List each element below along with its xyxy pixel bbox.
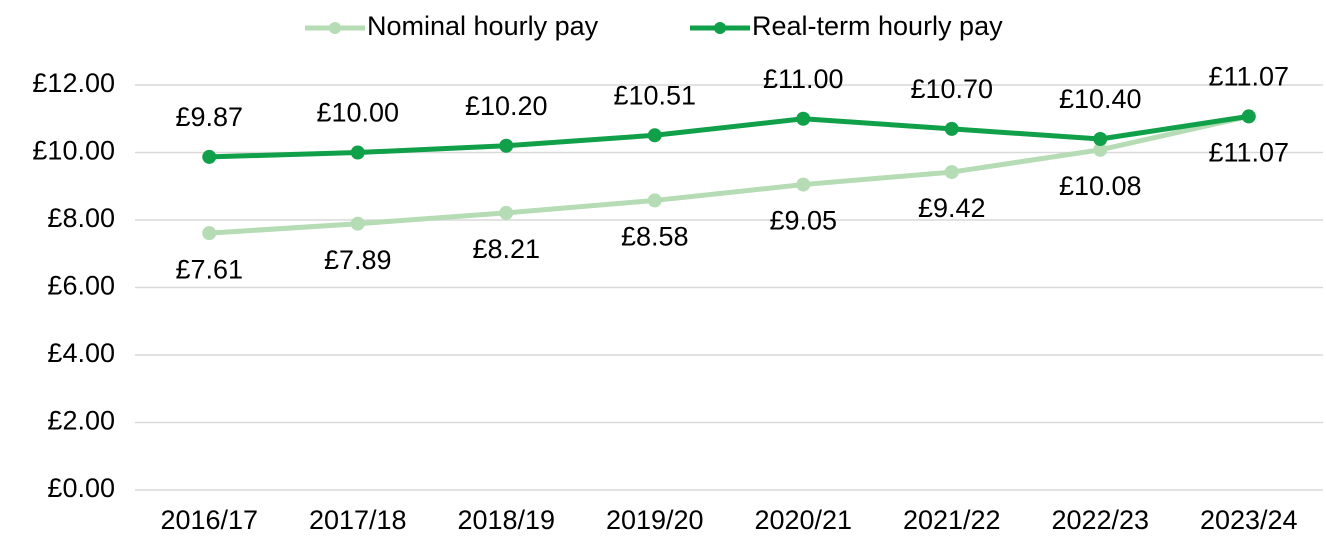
data-label: £9.87 — [175, 102, 243, 132]
data-label: £11.07 — [1208, 62, 1289, 92]
data-label: £7.89 — [324, 245, 392, 275]
x-tick-label: 2017/18 — [309, 505, 407, 535]
data-label: £9.05 — [769, 206, 837, 236]
marker — [350, 145, 365, 160]
marker — [796, 111, 811, 126]
x-tick-label: 2022/23 — [1051, 505, 1149, 535]
x-tick-label: 2019/20 — [606, 505, 704, 535]
series-line — [209, 113, 1250, 160]
marker — [1241, 109, 1256, 124]
series-line — [209, 113, 1250, 236]
x-tick-label: 2016/17 — [160, 505, 258, 535]
y-tick-label: £2.00 — [47, 406, 115, 436]
data-label: £10.20 — [465, 91, 548, 121]
legend-marker — [329, 22, 341, 34]
x-tick-label: 2021/22 — [903, 505, 1001, 535]
x-tick-label: 2023/24 — [1200, 505, 1298, 535]
marker — [647, 193, 662, 208]
marker — [1093, 142, 1108, 157]
data-label: £11.07 — [1208, 138, 1289, 168]
marker — [944, 121, 959, 136]
marker — [202, 149, 217, 164]
legend-label: Real-term hourly pay — [752, 11, 1003, 41]
y-tick-label: £12.00 — [32, 68, 115, 98]
marker — [647, 128, 662, 143]
data-label: £10.08 — [1059, 171, 1142, 201]
y-tick-label: £10.00 — [32, 136, 115, 166]
legend-marker — [714, 22, 726, 34]
data-label: £7.61 — [175, 254, 243, 284]
data-label: £9.42 — [918, 193, 986, 223]
marker — [796, 177, 811, 192]
marker — [350, 216, 365, 231]
data-label: £10.51 — [613, 80, 696, 110]
data-label: £8.58 — [621, 222, 689, 252]
marker — [1093, 132, 1108, 146]
x-tick-label: 2020/21 — [754, 505, 852, 535]
marker — [499, 138, 514, 153]
legend-label: Nominal hourly pay — [367, 11, 599, 41]
data-label: £10.70 — [910, 74, 993, 104]
y-tick-label: £4.00 — [47, 338, 115, 368]
data-label: £8.21 — [472, 234, 540, 264]
data-label: £10.00 — [316, 98, 399, 128]
data-label: £10.40 — [1059, 84, 1142, 114]
marker — [944, 165, 959, 180]
marker — [499, 205, 514, 220]
x-tick-label: 2018/19 — [457, 505, 555, 535]
y-tick-label: £0.00 — [47, 473, 115, 503]
y-tick-label: £8.00 — [47, 203, 115, 233]
marker — [202, 226, 217, 241]
y-tick-label: £6.00 — [47, 271, 115, 301]
data-label: £11.00 — [763, 64, 844, 94]
